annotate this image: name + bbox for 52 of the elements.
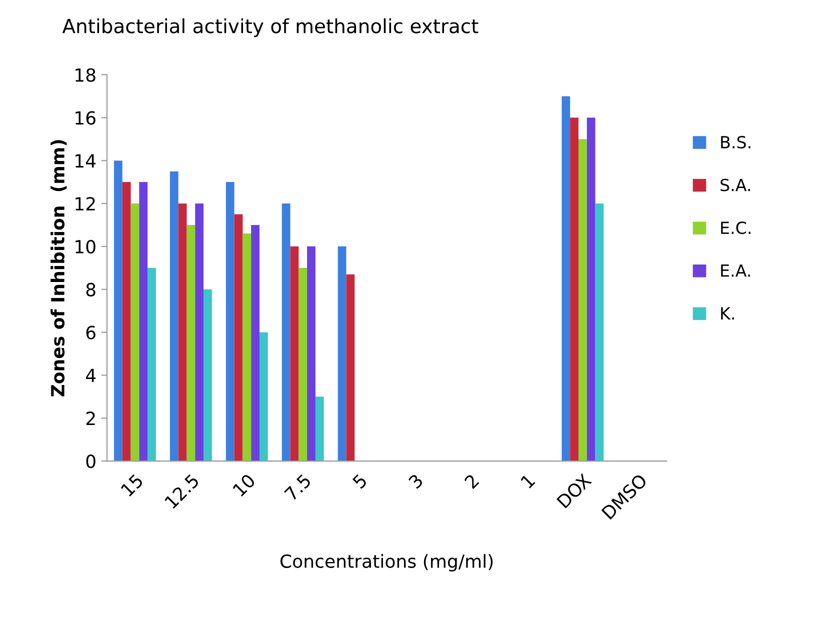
bar (251, 224, 260, 462)
bar (242, 234, 252, 462)
bar (114, 160, 122, 462)
legend-label: E.A. (721, 264, 750, 277)
y-axis-title: Zones of Inhibition (mm) (50, 140, 67, 396)
bar (298, 268, 308, 462)
bar (170, 171, 178, 462)
x-tick-label: 5 (352, 474, 368, 490)
legend-label: S.A. (720, 178, 750, 192)
bar (346, 274, 355, 462)
legend-label: K. (721, 307, 734, 320)
bar (234, 214, 243, 462)
y-tick-label: 4 (86, 368, 96, 382)
y-tick-label: 6 (86, 326, 96, 340)
bar (148, 268, 156, 462)
bar (338, 246, 346, 462)
legend-label: B.S. (721, 136, 750, 149)
bar (122, 182, 131, 462)
y-tick-label: 12 (76, 196, 95, 210)
y-tick-label: 16 (76, 111, 96, 125)
x-tick-label: 15 (120, 474, 144, 497)
bar (290, 246, 299, 462)
x-tick-label: 2 (464, 474, 480, 490)
bar (226, 182, 234, 462)
chart-title: Antibacterial activity of methanolic extract (62, 18, 478, 38)
bar (578, 139, 587, 462)
y-tick-label: 10 (76, 240, 96, 254)
bar (586, 118, 596, 462)
legend-label: E.C. (721, 221, 750, 234)
x-tick-label: 1 (520, 474, 536, 489)
bar (282, 204, 290, 462)
bar (204, 289, 212, 462)
y-tick-label: 14 (76, 154, 96, 168)
bar (186, 224, 196, 462)
x-tick-label: 3 (408, 473, 424, 490)
bar (315, 396, 324, 462)
y-tick-label: 2 (86, 412, 95, 425)
bar (130, 204, 140, 462)
bar (259, 332, 268, 462)
bar (570, 118, 578, 462)
x-tick-label: 10 (232, 473, 256, 497)
bar (307, 246, 316, 462)
bar (595, 204, 604, 462)
x-axis-title: Concentrations (mg/ml) (280, 554, 493, 572)
y-tick-label: 0 (86, 454, 96, 468)
bar (178, 204, 187, 462)
y-tick-label: 18 (76, 68, 96, 82)
bar (139, 182, 148, 462)
y-tick-label: 8 (86, 282, 96, 296)
x-tick-label: 7.5 (284, 474, 312, 502)
bar (562, 96, 570, 462)
bar (195, 204, 204, 462)
